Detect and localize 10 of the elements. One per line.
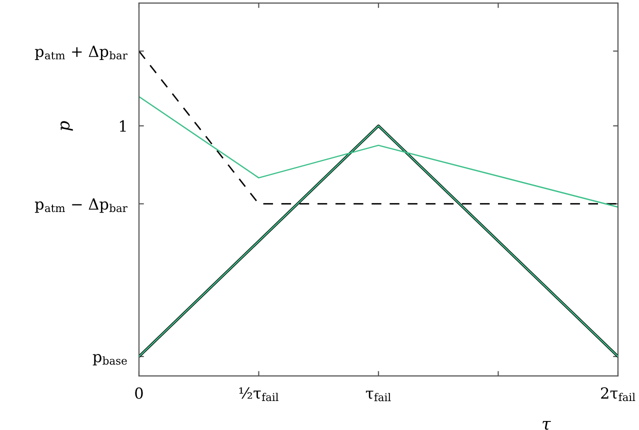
ref-line-label: p$_{atm}$ + Δp$_{bar}$ [34,46,128,60]
ref-line-label: p$_{base}$ [92,354,127,366]
x-tick-label: 2τ$_{fail}$ [601,387,636,402]
x-axis-title: τ [542,421,551,430]
x-tick-label: τ$_{fail}$ [366,390,391,402]
y-axis-title: p [60,121,73,131]
ref-line-label: 1 [120,120,126,132]
ref-line-label: p$_{atm}$ − Δp$_{bar}$ [34,198,128,213]
x-tick-label: 0 [135,387,143,399]
x-tick-label: ½τ$_{fail}$ [239,387,278,402]
